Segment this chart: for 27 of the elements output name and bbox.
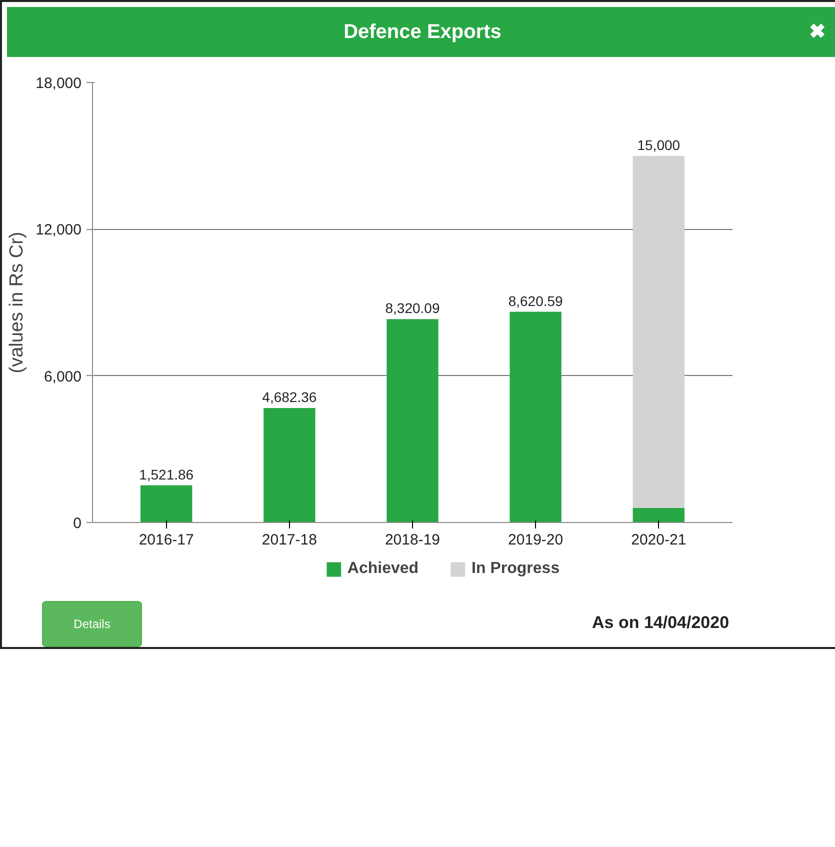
- y-tick-label: 18,000: [36, 75, 82, 92]
- x-tick-label: 2017-18: [262, 532, 317, 548]
- data-label: 8,620.59: [508, 292, 564, 309]
- data-label: 4,682.36: [262, 389, 317, 406]
- y-tick-label: 0: [73, 515, 82, 532]
- bar: [510, 312, 562, 522]
- text: ✖: [809, 20, 826, 45]
- x-tick-label: 2019-20: [508, 532, 564, 548]
- bar: [632, 508, 684, 522]
- bar: [632, 156, 684, 508]
- data-label: 1,521.86: [139, 466, 194, 482]
- y-tick-label: 12,000: [36, 222, 82, 239]
- data-label: 8,320.09: [385, 300, 440, 316]
- y-tick-label: 6,000: [44, 368, 82, 386]
- legend-label: In Progress: [472, 560, 560, 578]
- text: Details: [42, 601, 142, 647]
- x-tick-label: 2020-21: [631, 532, 686, 548]
- text: As on 14/04/2020: [592, 612, 730, 634]
- bar: [140, 485, 192, 522]
- total-label: 15,000: [637, 136, 680, 153]
- chart-title: Defence Exports: [344, 21, 502, 43]
- legend-label: Achieved: [347, 560, 419, 578]
- y-axis-title: (values in Rs Cr): [6, 232, 28, 374]
- bar: [386, 319, 438, 522]
- bar: [264, 408, 316, 522]
- x-tick-label: 2018-19: [384, 532, 440, 548]
- x-tick-label: 2016-17: [138, 532, 194, 548]
